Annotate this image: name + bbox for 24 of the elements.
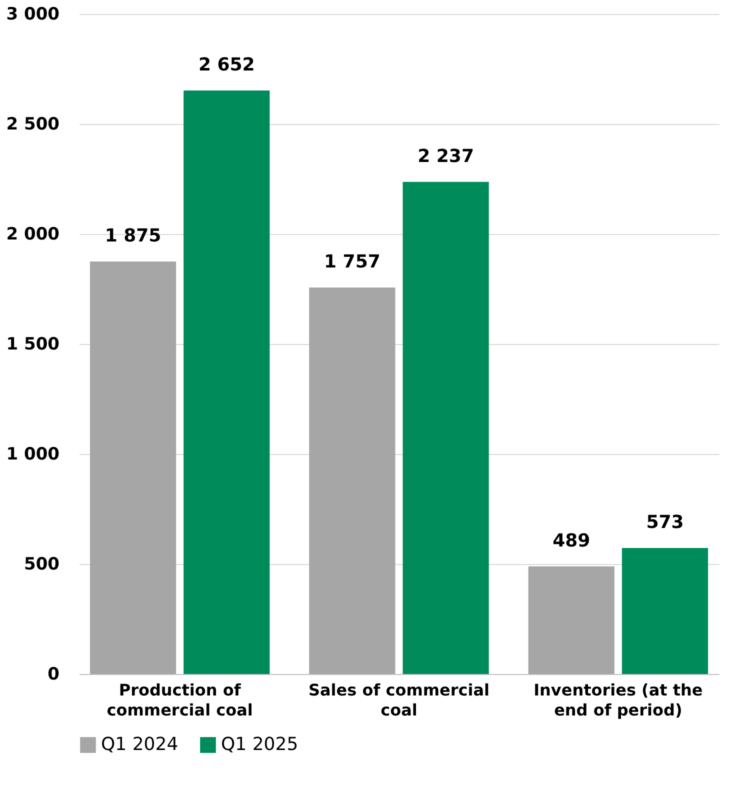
- legend-label: Q1 2024: [101, 734, 178, 755]
- x-tick-label: Sales of commercial coal: [308, 680, 490, 720]
- bar: [309, 287, 396, 674]
- bar: [184, 90, 270, 674]
- data-label: 573: [646, 512, 684, 533]
- bar: [528, 566, 614, 674]
- y-tick-label: 0: [48, 664, 60, 684]
- bar: [622, 548, 708, 674]
- data-label: 2 652: [198, 54, 255, 76]
- y-tick-label: 2 000: [6, 224, 60, 244]
- y-tick-label: 2 500: [6, 114, 60, 134]
- data-label: 489: [552, 530, 590, 552]
- legend-label: Q1 2025: [221, 734, 298, 755]
- y-tick-label: 1 500: [6, 334, 60, 354]
- data-label: 1 757: [324, 251, 380, 272]
- bar: [90, 262, 176, 674]
- x-tick-label: Inventories (at the end of period): [534, 680, 703, 720]
- y-tick-label: 3 000: [6, 4, 60, 24]
- bar: [402, 182, 489, 674]
- data-label: 1 875: [104, 226, 162, 246]
- data-label: 2 237: [418, 146, 474, 167]
- x-tick-label: Production of commercial coal: [106, 680, 253, 720]
- y-tick-label: 1 000: [6, 444, 60, 464]
- y-tick-label: 500: [24, 554, 60, 574]
